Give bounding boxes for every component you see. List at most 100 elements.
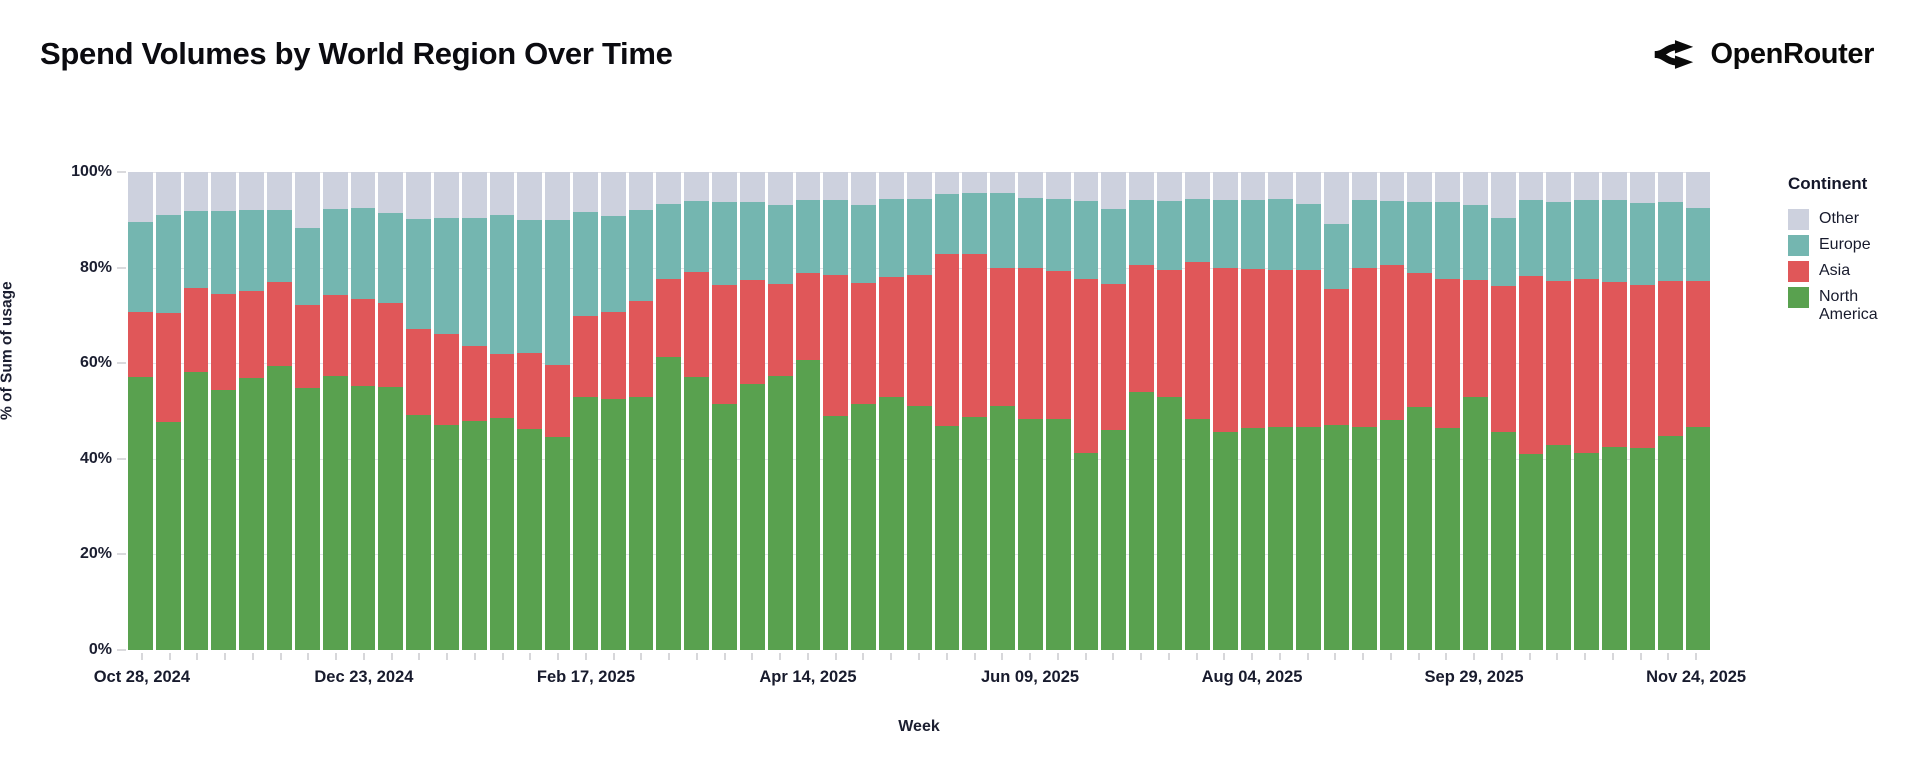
bar-segment-asia[interactable]: [1184, 262, 1210, 420]
bar-segment-asia[interactable]: [155, 313, 181, 423]
bar-segment-other[interactable]: [322, 172, 348, 209]
bar-segment-europe[interactable]: [545, 220, 570, 366]
bar-segment-other[interactable]: [1685, 172, 1711, 208]
legend-item-asia[interactable]: Asia: [1788, 261, 1913, 282]
bar-segment-other[interactable]: [1407, 172, 1433, 203]
bar-segment-europe[interactable]: [684, 201, 710, 272]
bar-segment-north-america[interactable]: [1657, 435, 1683, 650]
bar-segment-europe[interactable]: [1518, 199, 1544, 277]
bar-segment-asia[interactable]: [684, 271, 710, 378]
bar-segment-north-america[interactable]: [906, 405, 932, 650]
bar-segment-europe[interactable]: [1018, 197, 1043, 268]
bar-segment-asia[interactable]: [1296, 270, 1321, 428]
bar-segment-north-america[interactable]: [461, 420, 487, 650]
bar-segment-asia[interactable]: [934, 253, 960, 426]
bar-segment-europe[interactable]: [211, 211, 237, 295]
bar-segment-north-america[interactable]: [1296, 427, 1321, 650]
bar-segment-asia[interactable]: [1546, 281, 1572, 445]
bar-segment-other[interactable]: [1351, 172, 1377, 201]
bar-segment-europe[interactable]: [1379, 201, 1405, 266]
bar-segment-europe[interactable]: [1268, 198, 1294, 270]
bar-segment-other[interactable]: [1518, 172, 1544, 200]
bar-segment-north-america[interactable]: [1379, 419, 1405, 650]
bar-segment-north-america[interactable]: [1212, 431, 1238, 650]
bar-segment-europe[interactable]: [183, 211, 209, 288]
bar-segment-other[interactable]: [1574, 172, 1600, 201]
bar-segment-other[interactable]: [517, 172, 543, 221]
bar-segment-asia[interactable]: [1435, 278, 1460, 429]
bar-segment-europe[interactable]: [1602, 200, 1627, 282]
bar-segment-asia[interactable]: [128, 312, 153, 378]
bar-segment-other[interactable]: [1184, 172, 1210, 199]
bar-segment-north-america[interactable]: [1463, 397, 1488, 650]
bar-segment-other[interactable]: [962, 172, 988, 194]
bar-segment-europe[interactable]: [1045, 198, 1071, 272]
bar-segment-asia[interactable]: [267, 281, 292, 367]
bar-segment-europe[interactable]: [1323, 223, 1349, 289]
bar-segment-asia[interactable]: [1657, 280, 1683, 436]
bar-segment-asia[interactable]: [795, 273, 821, 360]
bar-segment-asia[interactable]: [1101, 283, 1127, 430]
bar-segment-north-america[interactable]: [1602, 446, 1627, 650]
bar-segment-europe[interactable]: [1407, 202, 1433, 273]
bar-segment-asia[interactable]: [1574, 278, 1600, 454]
bar-segment-other[interactable]: [1490, 172, 1516, 218]
bar-segment-asia[interactable]: [1629, 285, 1655, 449]
bar-segment-europe[interactable]: [795, 199, 821, 274]
bar-segment-other[interactable]: [628, 172, 654, 210]
bar-segment-asia[interactable]: [1268, 269, 1294, 428]
bar-segment-other[interactable]: [1323, 172, 1349, 224]
bar-segment-asia[interactable]: [1379, 265, 1405, 420]
bar-segment-north-america[interactable]: [1184, 419, 1210, 650]
bar-segment-asia[interactable]: [294, 304, 320, 389]
bar-segment-other[interactable]: [1101, 172, 1127, 209]
bar-segment-europe[interactable]: [1574, 200, 1600, 279]
bar-segment-other[interactable]: [267, 172, 292, 211]
bar-segment-europe[interactable]: [350, 207, 376, 299]
bar-segment-asia[interactable]: [1018, 267, 1043, 420]
bar-segment-north-america[interactable]: [1490, 432, 1516, 650]
bar-segment-north-america[interactable]: [878, 397, 904, 650]
bar-segment-europe[interactable]: [1101, 208, 1127, 284]
bar-segment-other[interactable]: [1157, 172, 1182, 202]
bar-segment-asia[interactable]: [1073, 278, 1099, 454]
bar-segment-europe[interactable]: [739, 202, 765, 281]
bar-segment-europe[interactable]: [489, 215, 515, 355]
bar-segment-asia[interactable]: [962, 254, 988, 418]
bar-segment-asia[interactable]: [1463, 280, 1488, 398]
bar-segment-europe[interactable]: [1463, 205, 1488, 281]
bar-segment-other[interactable]: [183, 172, 209, 212]
bar-segment-north-america[interactable]: [851, 403, 876, 650]
bar-segment-asia[interactable]: [851, 283, 876, 404]
bar-segment-asia[interactable]: [1407, 272, 1433, 408]
bar-segment-asia[interactable]: [767, 283, 793, 376]
bar-segment-other[interactable]: [1045, 172, 1071, 199]
bar-segment-europe[interactable]: [461, 217, 487, 347]
bar-segment-other[interactable]: [1435, 172, 1460, 203]
bar-segment-other[interactable]: [128, 172, 153, 223]
bar-segment-north-america[interactable]: [294, 388, 320, 650]
bar-segment-other[interactable]: [934, 172, 960, 194]
bar-segment-north-america[interactable]: [1268, 427, 1294, 650]
bar-segment-europe[interactable]: [851, 205, 876, 284]
bar-segment-other[interactable]: [795, 172, 821, 200]
bar-segment-north-america[interactable]: [656, 357, 682, 650]
bar-segment-north-america[interactable]: [962, 417, 988, 650]
bar-segment-north-america[interactable]: [1574, 453, 1600, 650]
bar-segment-other[interactable]: [294, 172, 320, 228]
legend-item-europe[interactable]: Europe: [1788, 235, 1913, 256]
bar-segment-north-america[interactable]: [1435, 428, 1460, 650]
bar-segment-europe[interactable]: [1657, 202, 1683, 281]
bar-segment-other[interactable]: [1073, 172, 1099, 202]
bar-segment-north-america[interactable]: [489, 418, 515, 650]
bar-segment-asia[interactable]: [350, 298, 376, 386]
bar-segment-europe[interactable]: [1073, 201, 1099, 279]
bar-segment-asia[interactable]: [1212, 267, 1238, 432]
bar-segment-europe[interactable]: [322, 208, 348, 295]
bar-segment-europe[interactable]: [712, 202, 737, 285]
bar-segment-europe[interactable]: [600, 216, 626, 312]
bar-segment-asia[interactable]: [183, 287, 209, 373]
bar-segment-asia[interactable]: [239, 291, 265, 378]
bar-segment-asia[interactable]: [1240, 268, 1266, 429]
bar-segment-europe[interactable]: [1629, 203, 1655, 286]
